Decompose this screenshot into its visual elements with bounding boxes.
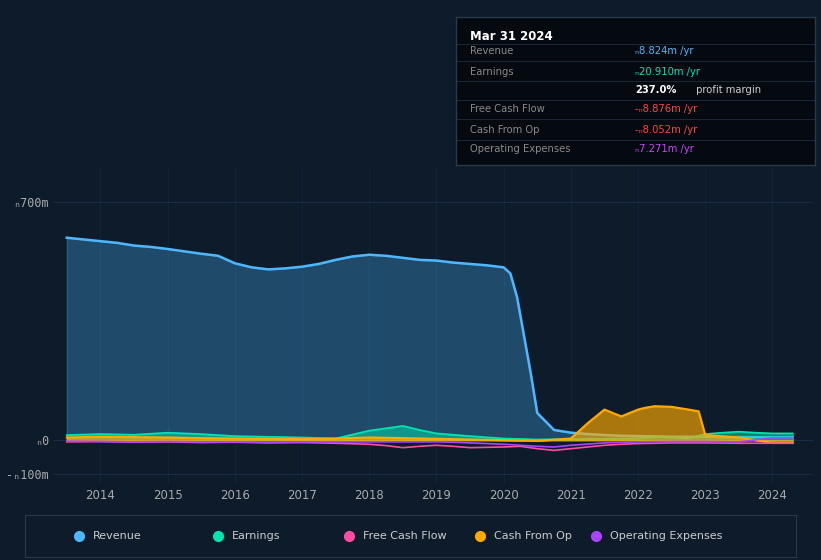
Text: ₙ8.824m /yr: ₙ8.824m /yr	[635, 46, 694, 56]
Text: Free Cash Flow: Free Cash Flow	[470, 104, 545, 114]
Text: ₙ7.271m /yr: ₙ7.271m /yr	[635, 144, 695, 154]
Text: Mar 31 2024: Mar 31 2024	[470, 30, 553, 43]
Text: Free Cash Flow: Free Cash Flow	[363, 531, 447, 541]
Text: Cash From Op: Cash From Op	[494, 531, 571, 541]
Text: -ₙ8.876m /yr: -ₙ8.876m /yr	[635, 104, 698, 114]
Text: ₙ20.910m /yr: ₙ20.910m /yr	[635, 67, 700, 77]
Text: -ₙ8.052m /yr: -ₙ8.052m /yr	[635, 124, 698, 134]
Text: Revenue: Revenue	[470, 46, 513, 56]
Text: Cash From Op: Cash From Op	[470, 124, 539, 134]
Text: Operating Expenses: Operating Expenses	[610, 531, 722, 541]
Text: Operating Expenses: Operating Expenses	[470, 144, 571, 154]
Text: Earnings: Earnings	[470, 67, 514, 77]
Text: 237.0%: 237.0%	[635, 85, 677, 95]
Text: Earnings: Earnings	[232, 531, 280, 541]
Text: profit margin: profit margin	[693, 85, 761, 95]
Text: Revenue: Revenue	[93, 531, 141, 541]
